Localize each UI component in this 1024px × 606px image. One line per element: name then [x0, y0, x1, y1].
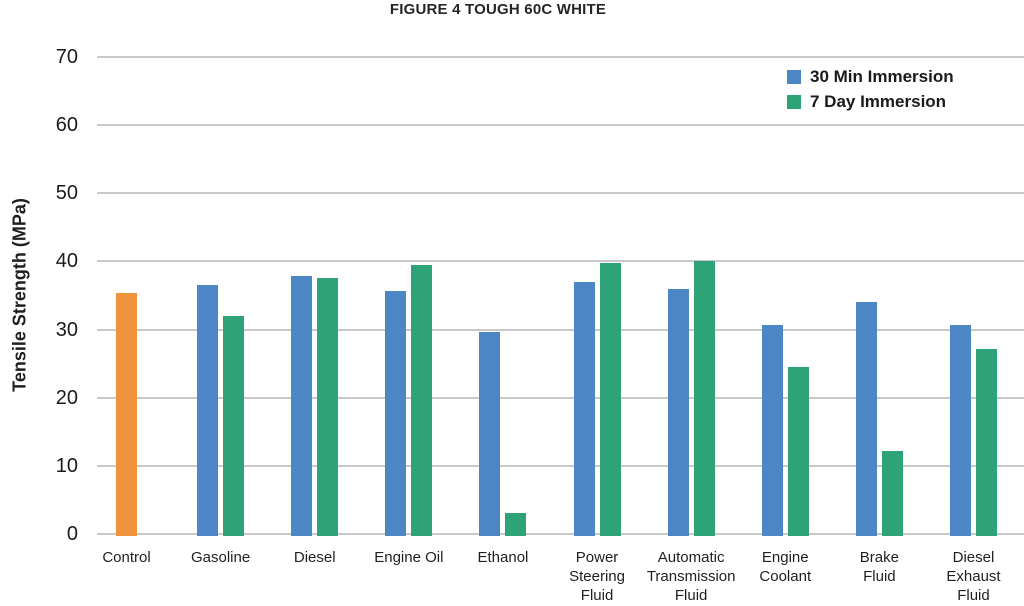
bar-gasoline-30-min-immersion — [197, 284, 219, 536]
gridline-20 — [97, 396, 1024, 399]
bar-automatic-transmission-fluid-30-min-immersion — [667, 289, 689, 536]
bar-ethanol-7-day-immersion — [505, 512, 527, 536]
y-axis-title: Tensile Strength (MPa) — [9, 198, 30, 392]
legend-label: 7 Day Immersion — [810, 92, 947, 111]
bar-diesel-7-day-immersion — [317, 278, 339, 536]
bar-power-steering-fluid-7-day-immersion — [599, 262, 621, 536]
x-label-ethanol: Ethanol — [477, 549, 529, 566]
gridline-0 — [97, 533, 1024, 535]
x-label-brake-fluid: Brake Fluid — [859, 549, 899, 585]
y-tick-50: 50 — [55, 182, 78, 205]
bar-gasoline-7-day-immersion — [223, 315, 245, 536]
bar-control-control — [116, 293, 137, 536]
bar-power-steering-fluid-30-min-immersion — [573, 281, 595, 536]
bar-automatic-transmission-fluid-7-day-immersion — [693, 261, 715, 536]
x-label-power-steering-fluid: Power Steering Fluid — [569, 549, 625, 604]
bar-engine-oil-30-min-immersion — [385, 290, 407, 536]
gridline-30 — [97, 328, 1024, 331]
x-label-control: Control — [102, 549, 151, 566]
x-label-automatic-transmission-fluid: Automatic Transmission Fluid — [646, 549, 736, 604]
bar-engine-oil-7-day-immersion — [411, 264, 433, 536]
bar-diesel-30-min-immersion — [291, 276, 313, 536]
x-label-gasoline: Gasoline — [191, 549, 251, 566]
y-tick-20: 20 — [55, 386, 78, 409]
legend: 30 Min Immersion 7 Day Immersion — [787, 67, 954, 111]
chart-title: FIGURE 4 TOUGH 60C WHITE — [389, 1, 607, 18]
bar-brake-fluid-7-day-immersion — [881, 450, 903, 536]
x-label-diesel-exhaust-fluid: Diesel Exhaust Fluid — [946, 549, 1001, 604]
legend-item-7-day-immersion: 7 Day Immersion — [787, 92, 954, 111]
bar-engine-coolant-7-day-immersion — [787, 367, 809, 536]
x-label-diesel: Diesel — [293, 549, 336, 566]
legend-swatch-icon — [787, 95, 801, 109]
x-label-engine-coolant: Engine Coolant — [759, 549, 812, 585]
y-tick-0: 0 — [66, 523, 78, 545]
y-tick-60: 60 — [55, 114, 78, 137]
y-tick-30: 30 — [55, 318, 78, 341]
bar-brake-fluid-30-min-immersion — [855, 301, 877, 536]
gridline-60 — [97, 124, 1024, 127]
gridline-40 — [97, 260, 1024, 263]
bar-diesel-exhaust-fluid-7-day-immersion — [975, 348, 997, 536]
gridline-70 — [97, 56, 1024, 58]
y-tick-70: 70 — [55, 46, 78, 68]
gridline-10 — [97, 464, 1024, 467]
legend-swatch-icon — [787, 70, 801, 84]
plot-area — [97, 56, 1024, 536]
y-tick-40: 40 — [55, 250, 78, 273]
y-tick-10: 10 — [55, 454, 78, 477]
legend-item-30-min-immersion: 30 Min Immersion — [787, 67, 954, 86]
x-label-engine-oil: Engine Oil — [374, 549, 444, 566]
gridline-50 — [97, 192, 1024, 195]
bar-ethanol-30-min-immersion — [479, 331, 501, 536]
bar-diesel-exhaust-fluid-30-min-immersion — [949, 325, 971, 536]
legend-label: 30 Min Immersion — [810, 67, 954, 86]
bar-engine-coolant-30-min-immersion — [761, 325, 783, 536]
